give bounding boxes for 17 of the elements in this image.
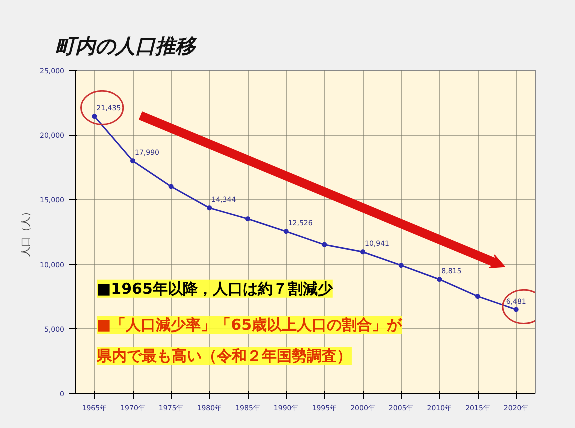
y-axis-title: 人口（人） [21,207,32,257]
point [246,216,250,222]
annotation: ■1965年以降，人口は約７割減少 [96,280,334,298]
point [168,184,174,190]
point [322,242,328,248]
point [514,307,519,312]
point [360,250,366,255]
chart-title: 町内の人口推移 [56,34,198,58]
point [130,158,136,164]
annotation: ■「人口減少率」「65歳以上人口の割合」が [96,316,404,334]
point [92,114,98,120]
point [398,263,404,268]
point [476,294,480,300]
point [207,206,212,211]
annotation: 県内で最も高い（令和２年国勢調査） [96,347,352,366]
point [284,229,289,234]
point [437,277,442,282]
